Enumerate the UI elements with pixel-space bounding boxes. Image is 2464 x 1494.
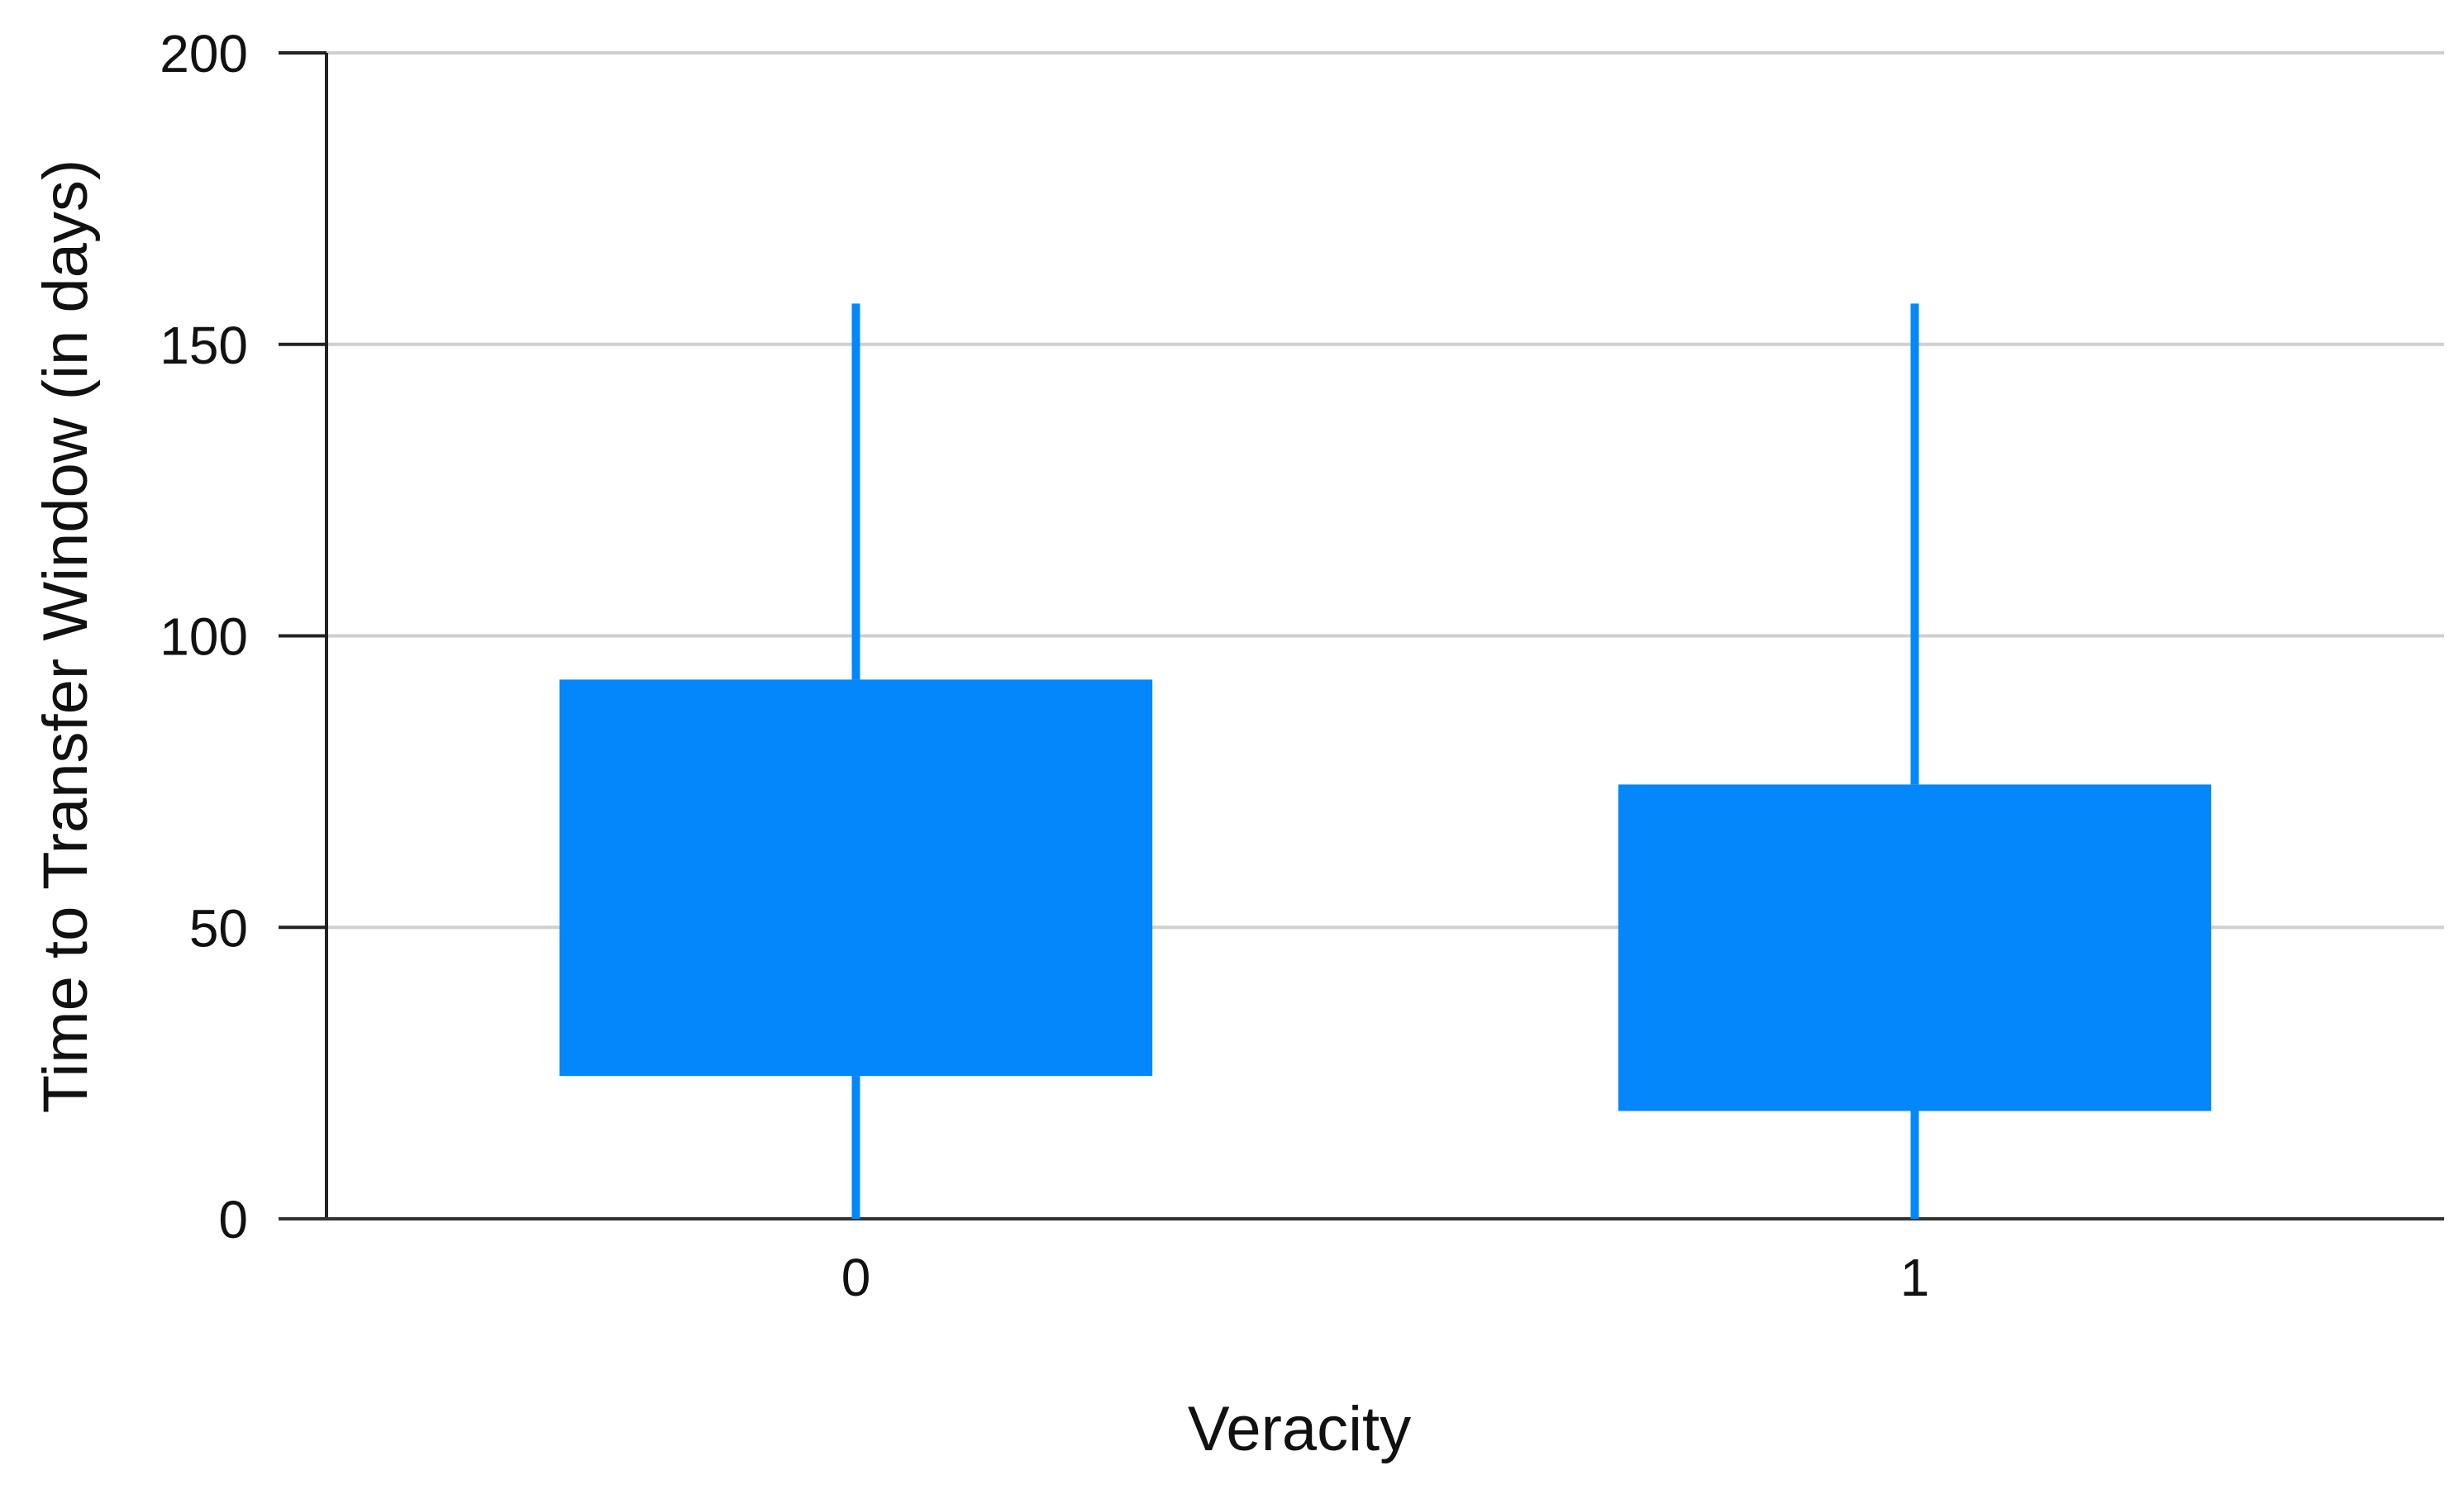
box [1618,784,2212,1111]
x-tick-label: 0 [841,1248,871,1307]
y-axis-title: Time to Transfer Window (in days) [31,159,101,1113]
y-tick-label: 200 [160,24,248,83]
y-tick-label: 0 [218,1190,248,1249]
y-tick-label: 50 [189,898,248,958]
x-tick-label: 1 [1900,1248,1930,1307]
y-tick-label: 150 [160,316,248,375]
box [559,679,1153,1077]
y-tick-label: 100 [160,607,248,667]
x-axis-title: Veracity [1188,1394,1411,1464]
